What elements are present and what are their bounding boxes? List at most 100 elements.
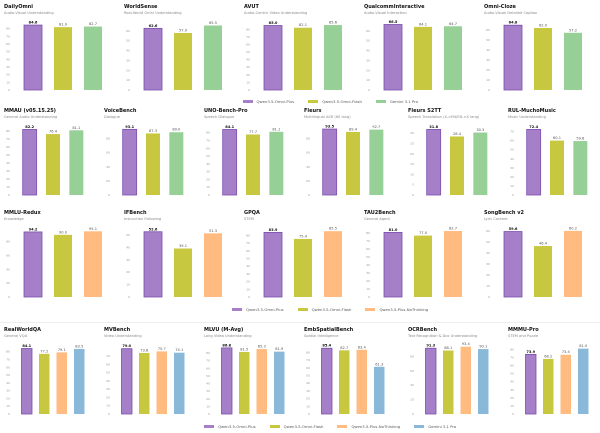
legend-item: Qwen3.5-Omni-Plus	[204, 424, 256, 429]
y-tick-label: 60	[106, 151, 110, 155]
y-tick-label: 30	[206, 170, 210, 174]
y-tick-label: 0	[128, 88, 130, 92]
bar-qwen3-5-omni-plus	[425, 347, 437, 415]
bar-gemini-3-1-pro	[374, 366, 385, 414]
plot-area: 0 10 20 30 40 50 60 70 80 84.1 77.7 81.1	[206, 125, 284, 197]
y-tick-label: 20	[246, 73, 250, 77]
plot-area: 0 10 20 30 40 50 60 70 80 86.8 81.5 85.3 81.9	[206, 343, 285, 416]
y-tick-label: 80	[246, 233, 250, 237]
y-tick-label: 60	[206, 146, 210, 150]
value-label: 81.1	[72, 126, 80, 130]
value-label: 82.7	[89, 22, 97, 26]
chart-title: RealWorldQA	[4, 327, 41, 333]
value-label: 81.1	[272, 127, 280, 131]
plot-area: 0 10 20 30 40 50 60 70 80 85.4 82.7 83.4 61.3	[306, 344, 385, 416]
value-label: 84.6	[29, 21, 38, 25]
bar-qwen3-5-omni-flash	[534, 246, 552, 297]
chart-subtitle: General Agent	[364, 217, 390, 221]
value-label: 64.7	[449, 22, 457, 26]
bar-qwen3-5-omni-plus	[383, 231, 403, 298]
value-label: 73.9	[526, 350, 535, 354]
y-tick-label: 30	[366, 58, 370, 62]
chart-subtitle: Lyric Content	[484, 217, 508, 221]
plot-area: 0 10 20 30 40 50 60 64.8 62.0 57.2	[486, 21, 582, 92]
y-tick-label: 60	[246, 249, 250, 253]
y-tick-label: 80	[410, 354, 414, 358]
bar-gemini-3-1-pro	[473, 132, 488, 195]
bar-qwen3-5-omni-flash	[414, 26, 432, 90]
y-tick-label: 40	[206, 162, 210, 166]
chart-title: WorldSense	[124, 4, 158, 10]
y-tick-label: 60	[6, 254, 10, 258]
legend-swatch	[269, 425, 280, 428]
value-label: 52.6	[149, 227, 158, 231]
value-label: 57.2	[569, 28, 577, 32]
legend-swatch	[297, 308, 308, 311]
value-label: 81.9	[275, 347, 284, 351]
value-label: 73.8	[140, 348, 149, 352]
y-tick-label: 0	[368, 88, 370, 92]
y-tick-label: 60	[510, 139, 514, 143]
chart-title: MMAU (v05.15.25)	[4, 108, 56, 114]
chart-subtitle: Speech Dialogue	[204, 115, 235, 119]
y-tick-label: 20	[510, 175, 514, 179]
y-tick-label: 30	[246, 65, 250, 69]
y-tick-label: 0	[488, 88, 490, 92]
chart-title: OCRBench	[408, 327, 438, 333]
y-tick-label: 50	[306, 373, 310, 377]
y-tick-label: 70	[246, 241, 250, 245]
y-tick-label: 30	[366, 271, 370, 275]
chart-subtitle: Audio-Visual Understanding	[4, 11, 54, 15]
bar-qwen3-5-omni-plus	[525, 353, 537, 415]
y-tick-label: 5	[412, 183, 414, 187]
plot-area: 0 5 10 15 20 25 30 31.8 28.4 30.3	[410, 125, 488, 197]
y-tick-label: 20	[126, 68, 130, 72]
chart-mlvu-m-avg-: MLVU (M-Avg) Long Video Understanding 0 10 2…	[204, 327, 296, 418]
y-tick-label: 80	[306, 350, 310, 354]
chart-subtitle: Long Video Understanding	[204, 334, 252, 338]
y-tick-label: 80	[6, 27, 10, 31]
y-tick-label: 50	[246, 50, 250, 54]
y-tick-label: 30	[486, 262, 490, 266]
value-label: 93.1	[125, 125, 134, 129]
chart-title: MVBench	[104, 327, 131, 333]
value-label: 92.7	[372, 125, 380, 129]
y-tick-label: 20	[6, 177, 10, 181]
y-tick-label: 50	[206, 154, 210, 158]
chart-subtitle: Music Understanding	[508, 115, 546, 119]
value-label: 81.9	[59, 23, 68, 27]
value-label: 82.7	[449, 227, 457, 231]
legend-label: Qwen3.5-Plus-NoThinking	[351, 424, 401, 429]
plot-area: 0 10 20 30 40 50 60 59.6 46.4 60.2	[486, 226, 582, 299]
y-tick-label: 50	[246, 256, 250, 260]
value-label: 72.4	[529, 125, 538, 129]
y-tick-label: 30	[486, 58, 490, 62]
y-tick-label: 10	[126, 283, 130, 287]
y-tick-label: 20	[246, 280, 250, 284]
legend-label: Gemini 3.1 Pro	[389, 99, 418, 104]
bar-qwen3-5-omni-plus	[322, 128, 338, 196]
bar-gemini-3-1-pro	[369, 129, 384, 195]
legend-label: Qwen3.5-Omni-Plus	[246, 307, 284, 312]
chart-subtitle: Dialogue	[104, 115, 120, 119]
y-tick-label: 80	[6, 350, 10, 354]
y-tick-label: 40	[246, 264, 250, 268]
value-label: 85.5	[329, 227, 337, 231]
chart-subtitle: Text Recognition & Doc Understanding	[408, 334, 478, 338]
y-tick-label: 10	[106, 404, 110, 408]
y-tick-label: 50	[6, 50, 10, 54]
chart-ifbench: IFBench Instruction Following 0 10 20 30 40 50 5…	[124, 210, 236, 301]
y-tick-label: 70	[246, 35, 250, 39]
legend-swatch	[204, 425, 214, 428]
bar-gemini-3-1-pro	[578, 348, 589, 414]
y-tick-label: 30	[6, 389, 10, 393]
bar-qwen3-5-omni-plus	[383, 24, 403, 91]
chart-subtitle: Audio-Centric Video Understanding	[244, 11, 308, 15]
y-tick-label: 40	[106, 379, 110, 383]
bar-gemini-3-1-pro	[573, 141, 588, 195]
y-tick-label: 50	[366, 39, 370, 43]
y-tick-label: 50	[126, 39, 130, 43]
value-label: 60.1	[553, 136, 561, 140]
y-tick-label: 10	[6, 185, 10, 189]
legend-item: Qwen3.5-Plus-NoThinking	[365, 307, 428, 312]
